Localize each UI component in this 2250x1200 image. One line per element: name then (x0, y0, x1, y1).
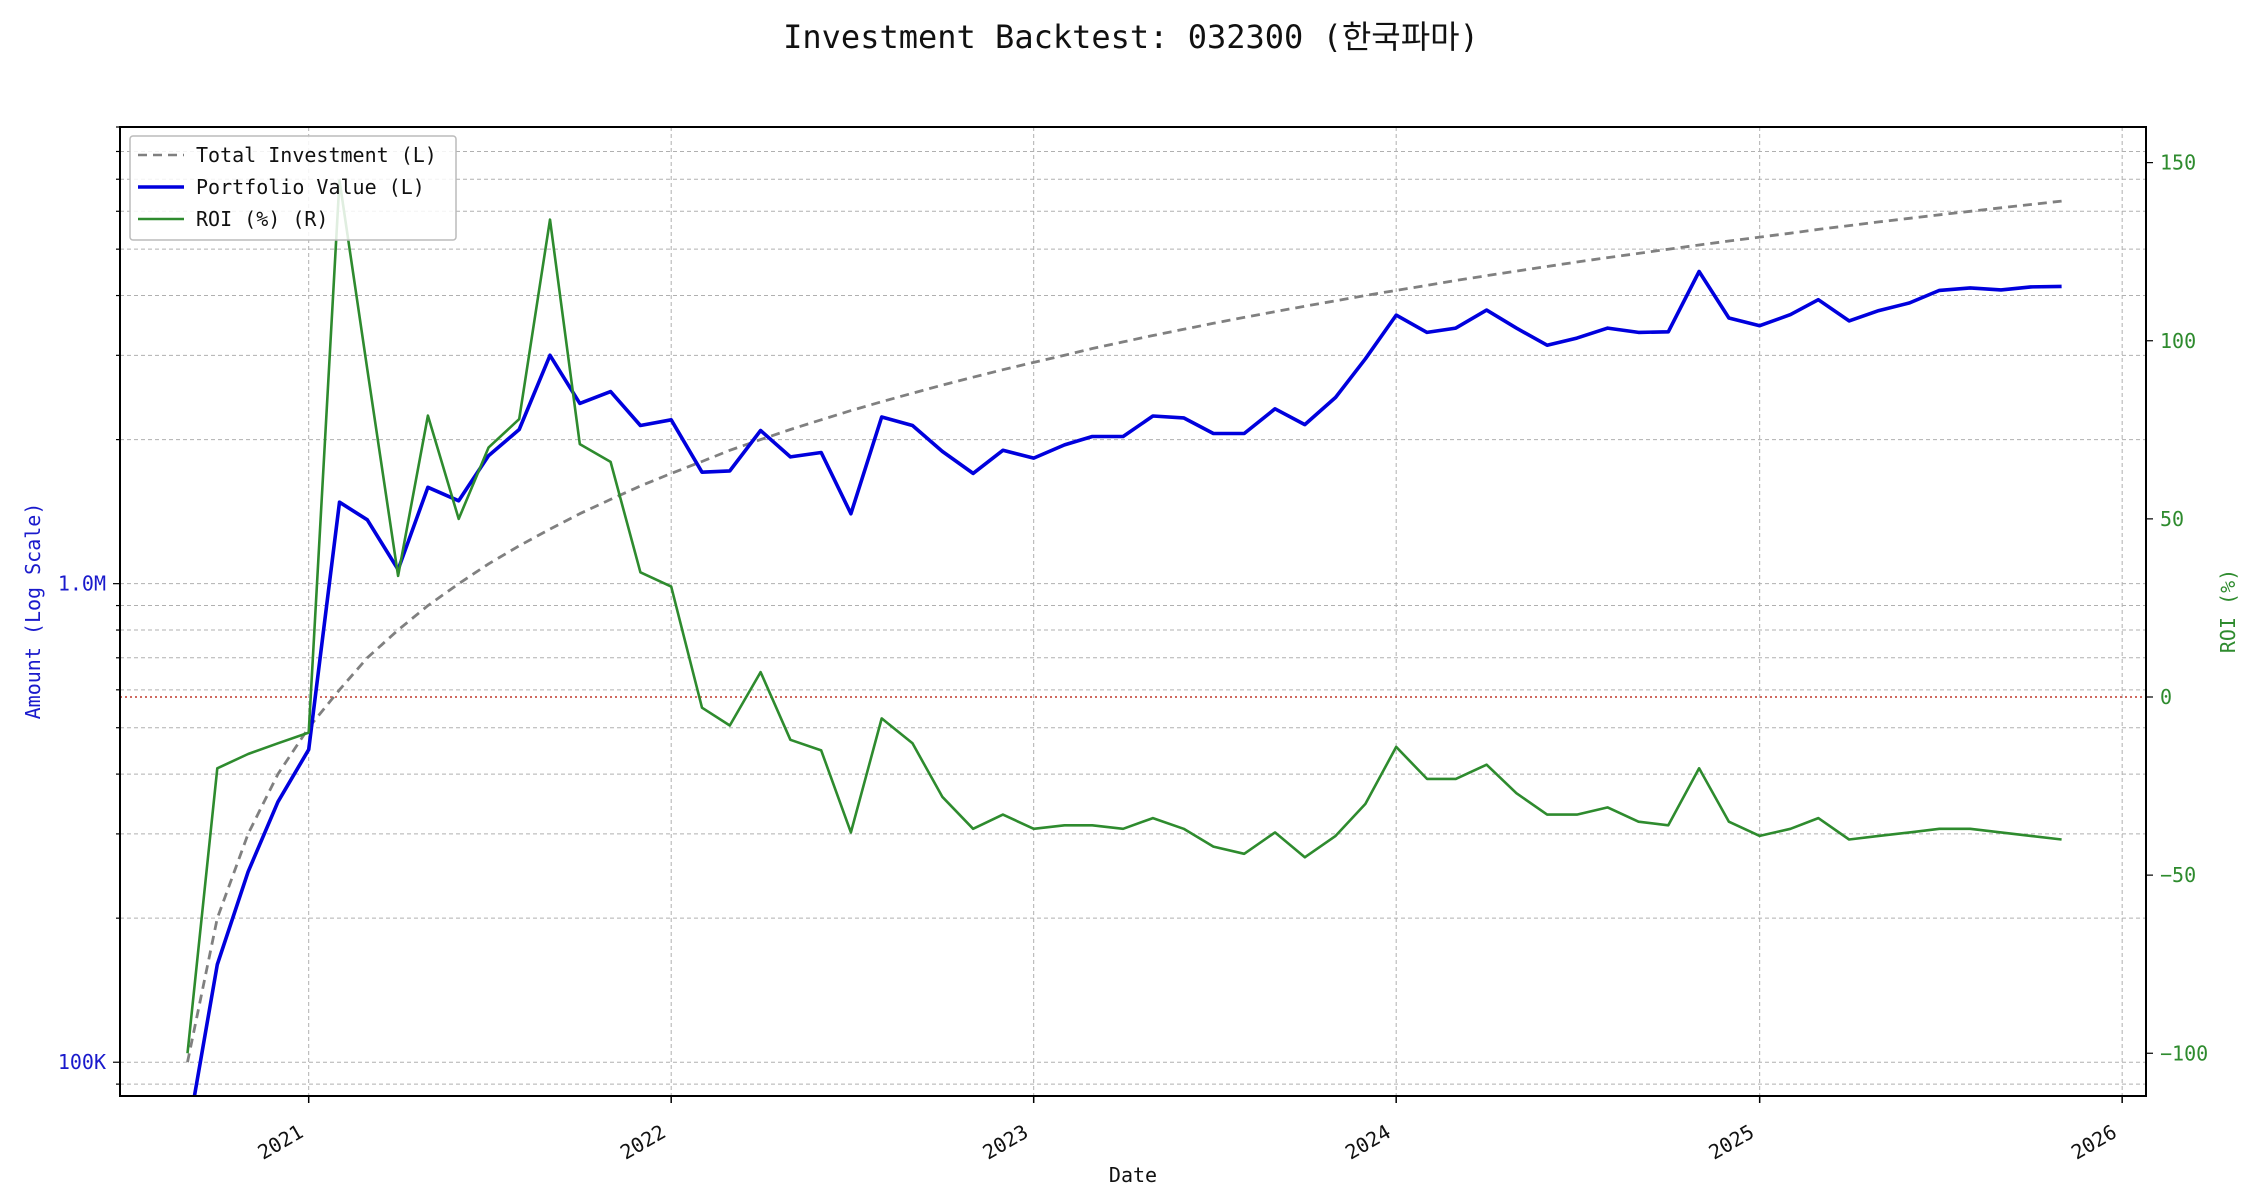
total-investment-line (186, 199, 2062, 1063)
legend-label-total-investment: Total Investment (L) (196, 143, 437, 167)
right-tick-label: 50 (2160, 507, 2184, 531)
right-tick-label: 150 (2160, 151, 2196, 175)
left-tick-label: 1.0M (58, 572, 106, 596)
left-axis: 100K 1.0M (58, 126, 120, 1085)
right-axis: −100 −50 0 50 100 150 (2146, 151, 2208, 1065)
right-tick-label: −100 (2160, 1041, 2208, 1065)
chart-title: Investment Backtest: 032300 (한국파마) (783, 18, 1479, 56)
legend-label-portfolio-value: Portfolio Value (L) (196, 175, 425, 199)
legend: Total Investment (L) Portfolio Value (L)… (129, 135, 457, 241)
x-axis: 2021 2022 2023 2024 2025 2026 (253, 1096, 2123, 1165)
roi-line (186, 179, 2062, 1054)
legend-label-roi: ROI (%) (R) (196, 207, 328, 231)
gridlines (120, 126, 2146, 1096)
portfolio-value-line (192, 269, 2062, 1096)
left-tick-label: 100K (58, 1050, 106, 1074)
x-tick-label: 2021 (253, 1120, 307, 1165)
legend-box (129, 135, 457, 241)
x-tick-label: 2024 (1341, 1120, 1395, 1165)
right-tick-label: −50 (2160, 863, 2196, 887)
x-tick-label: 2025 (1704, 1120, 1758, 1165)
right-axis-label: ROI (%) (2216, 569, 2240, 653)
right-tick-label: 100 (2160, 329, 2196, 353)
right-tick-label: 0 (2160, 685, 2172, 709)
x-tick-label: 2026 (2067, 1120, 2121, 1165)
x-tick-label: 2023 (978, 1120, 1032, 1165)
series-layer (186, 179, 2062, 1096)
x-axis-label: Date (1109, 1163, 1157, 1187)
left-axis-label: Amount (Log Scale) (21, 503, 45, 720)
plot-frame (119, 126, 2147, 1097)
x-tick-label: 2022 (616, 1120, 670, 1165)
